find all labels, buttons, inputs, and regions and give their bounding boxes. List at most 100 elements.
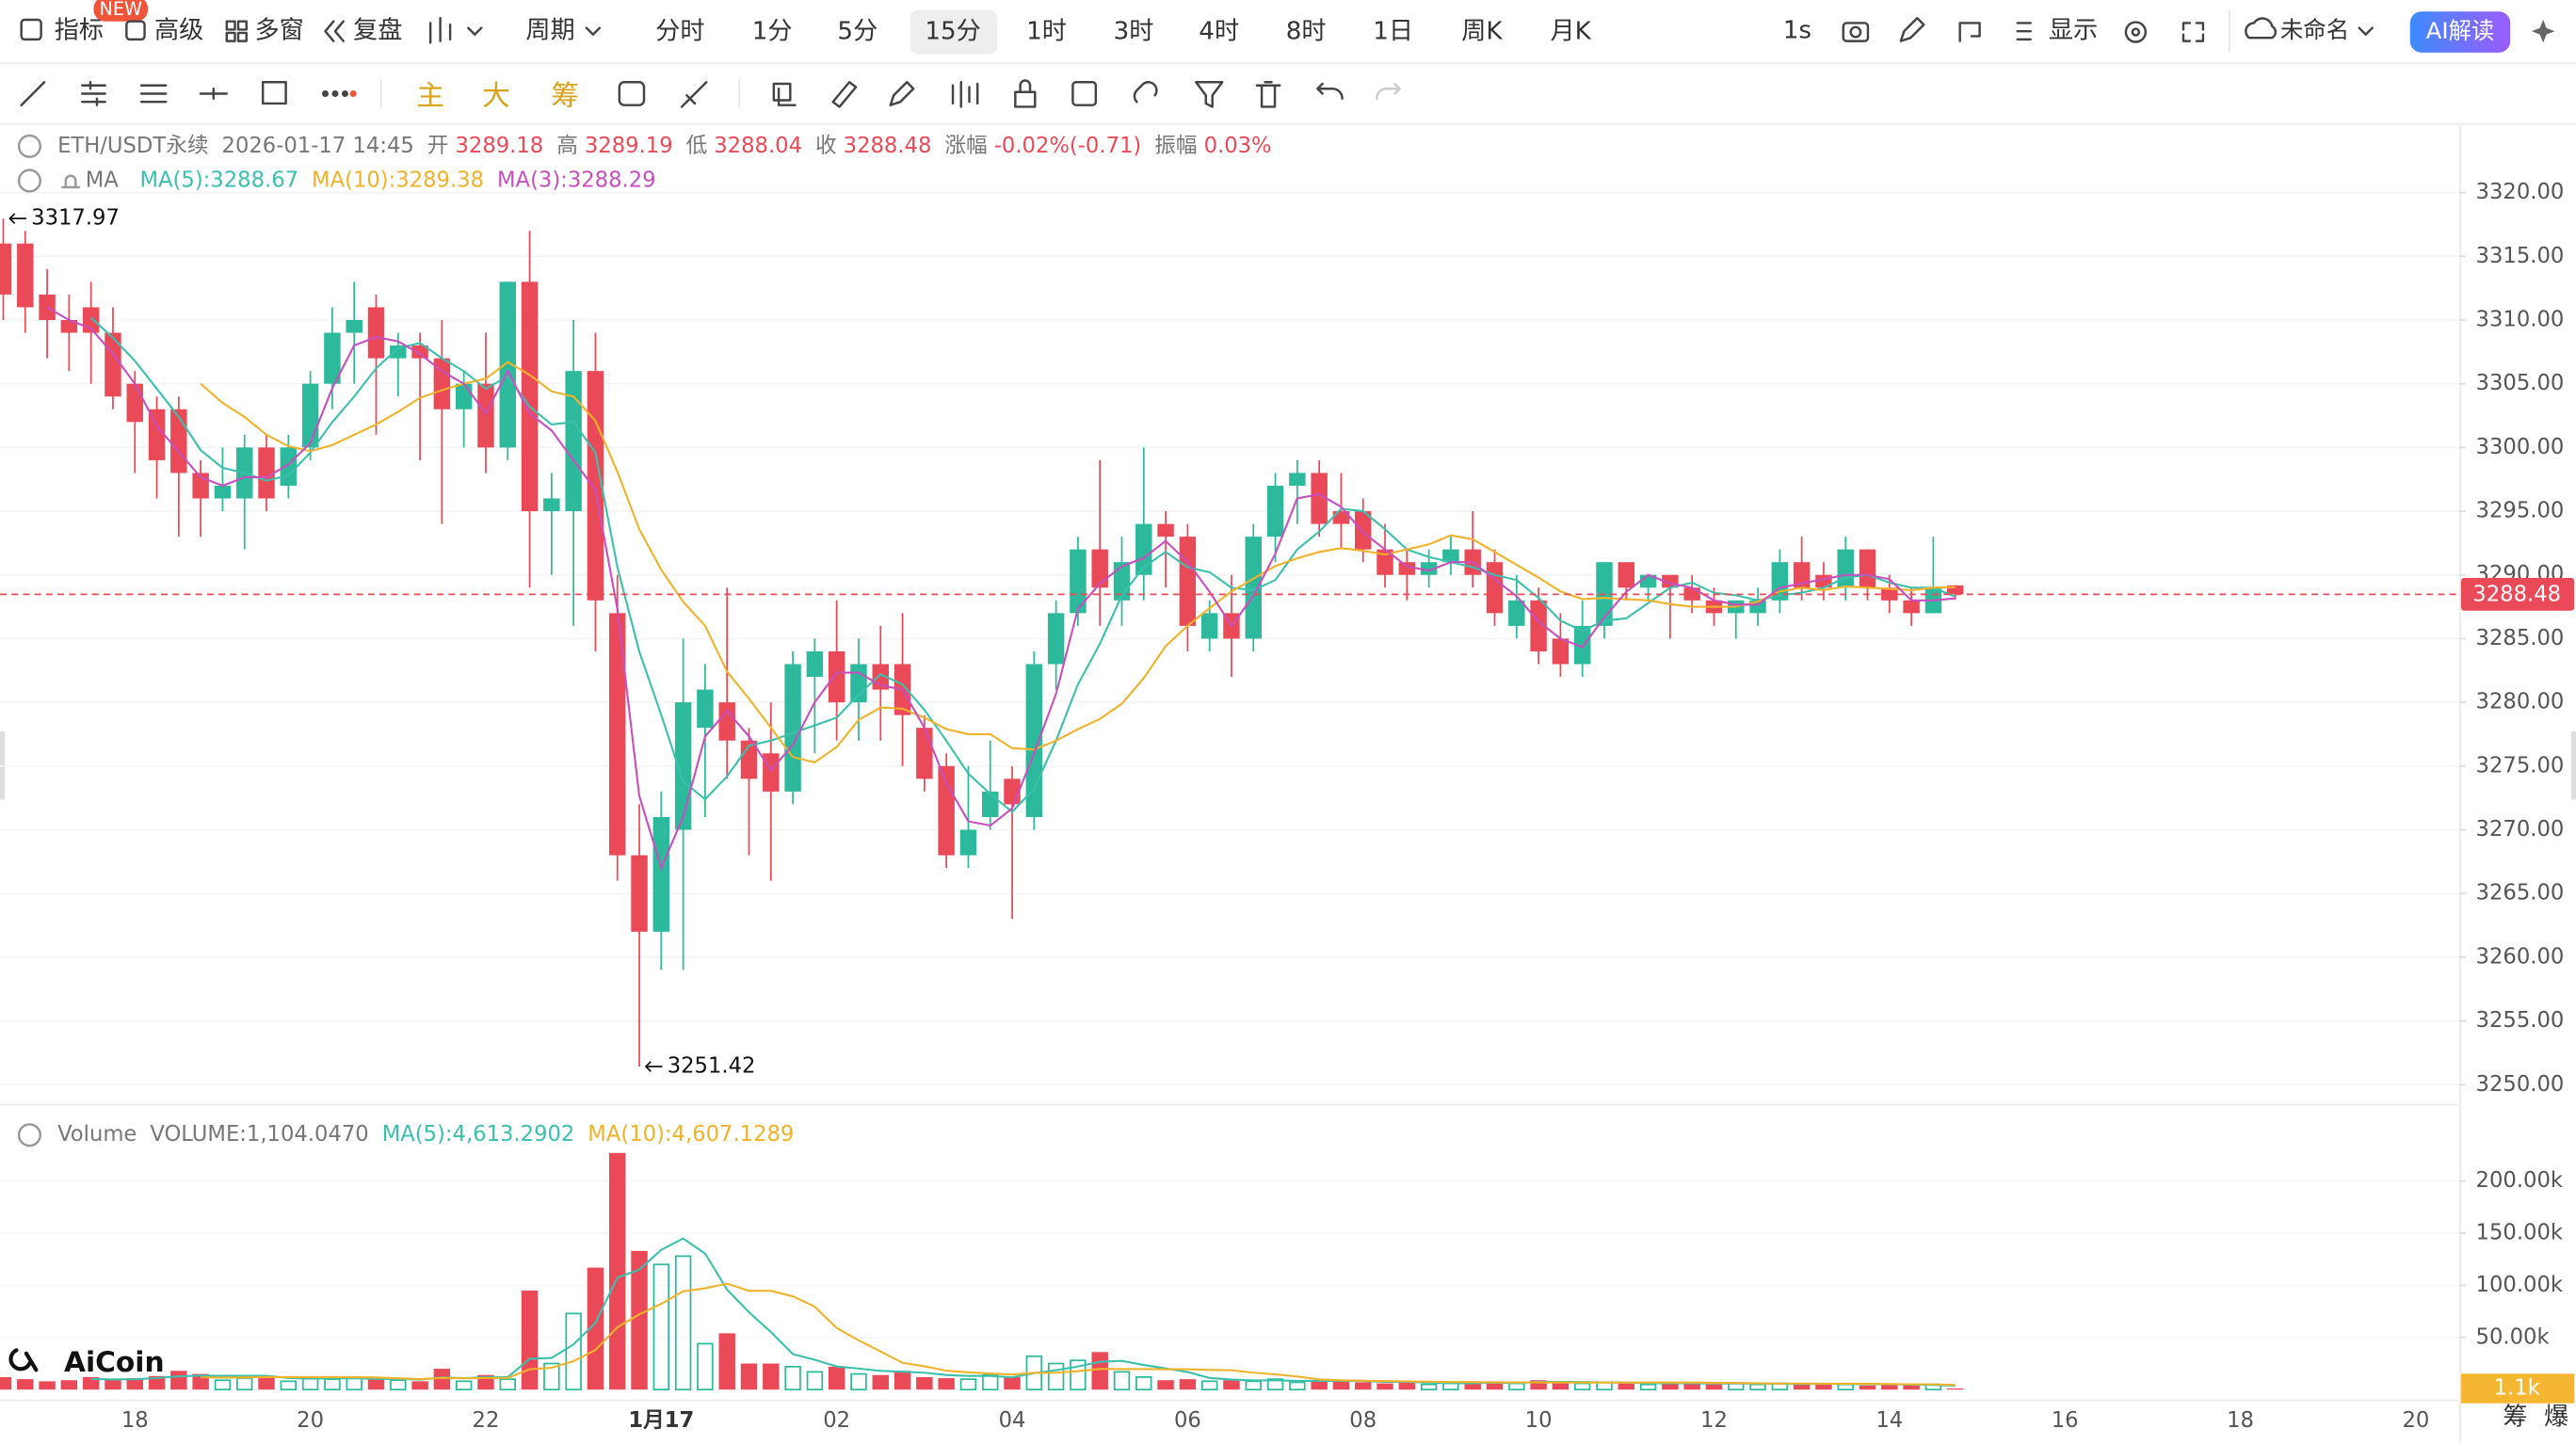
pen-tool[interactable] [889,81,915,106]
change-label: 涨幅 [944,134,987,158]
filter-tool[interactable] [1195,81,1224,108]
volume-bar [1573,1382,1591,1391]
period-button[interactable]: 周期 [525,17,574,45]
volume-bar [565,1312,582,1391]
volume-title: Volume [57,1122,137,1147]
parallel-tool[interactable] [81,81,106,106]
volume-bar [1245,1380,1262,1391]
main-force-tool[interactable]: 主 [416,78,444,111]
interval-tab[interactable]: 1分 [752,18,793,46]
interval-tab[interactable]: 8时 [1286,18,1327,46]
candle-body [1508,600,1525,626]
current-price-label: 3288.48 [2472,583,2561,607]
candle-body [1091,549,1108,588]
interval-tab[interactable]: 3时 [1114,18,1154,46]
ma-legend: MA(3):3288.29 [497,168,656,192]
alert-icon[interactable] [61,174,80,189]
candle-body [301,383,319,448]
volume-bar [1749,1383,1766,1391]
right-panel-handle[interactable] [2570,730,2576,800]
delete-tool[interactable] [1255,81,1281,108]
volume-bar [806,1371,824,1391]
y-tick-label: 3305.00 [2476,371,2565,395]
sync-tool[interactable] [618,81,646,106]
multi-window-button[interactable]: 多窗 [254,17,303,45]
copy-tool[interactable] [772,82,797,106]
interval-tab[interactable]: 月K [1550,18,1591,46]
edit-tool[interactable] [1071,81,1098,106]
interval-tab[interactable]: 1日 [1373,18,1413,46]
trendline-tool[interactable] [20,81,46,106]
volume-bar [850,1372,867,1391]
replay-button[interactable]: 复盘 [353,17,402,45]
more-tool[interactable] [322,89,357,97]
magnet-tool[interactable] [1133,81,1158,104]
volume-bar [652,1263,670,1391]
interval-tab[interactable]: 15分 [925,18,980,46]
period-chevron [585,26,602,36]
candle-body [1903,600,1920,614]
x-tick-label: 22 [473,1408,500,1433]
y-tick-label: 3300.00 [2476,435,2565,459]
interval-tab[interactable]: 分时 [655,18,704,46]
volume-bar [894,1371,911,1390]
advanced-button[interactable]: 高级 [154,17,203,45]
collapse-icon[interactable] [17,134,41,158]
volume-tick-label: 100.00k [2476,1273,2564,1297]
interval-tab[interactable]: 4时 [1199,18,1239,46]
camera-icon[interactable] [1842,22,1870,42]
layout-chevron [2358,26,2374,36]
ai-button[interactable]: AI解读 [2426,17,2495,44]
volume-bar [1486,1381,1504,1390]
sparkle-icon[interactable] [2531,19,2555,43]
volume-bar [170,1371,187,1390]
candle-body [214,485,232,499]
collapse-icon[interactable] [17,168,41,193]
fullscreen-icon[interactable] [2182,22,2205,42]
volume-bar [1091,1352,1108,1390]
volume-bar [1113,1371,1131,1391]
draw-icon[interactable] [1899,17,1925,42]
candle-body [1442,549,1459,563]
liquidation-tab[interactable]: 爆 [2544,1403,2568,1431]
interval-tab[interactable]: 周K [1461,18,1503,46]
current-price-tag [2460,577,2575,611]
ai-button-bg[interactable] [2409,11,2511,53]
settings-icon[interactable] [2124,21,2148,43]
candle-body [1135,523,1152,575]
speed-button[interactable]: 1s [1783,17,1811,45]
layout-name[interactable]: 未命名 [2280,16,2349,43]
candle-body [1157,523,1174,537]
candle-body [652,816,670,932]
fib-tool[interactable] [139,84,168,104]
ruler-tool[interactable] [831,81,858,108]
big-order-tool[interactable]: 大 [482,78,510,111]
rect-tool[interactable] [261,81,287,105]
chips-tab[interactable]: 筹 [2503,1403,2527,1431]
candle-body [609,613,626,856]
interval-tab[interactable]: 1时 [1026,18,1067,46]
redo-tool [1376,82,1401,100]
volume-bar [1135,1376,1152,1391]
chart-type-icon[interactable] [428,17,452,44]
candle-body [148,409,166,460]
candle-tool[interactable] [951,81,979,108]
collapse-icon[interactable] [17,1123,41,1147]
measure-tool[interactable] [680,81,708,108]
indicators-button[interactable]: 指标 [55,17,104,45]
volume-bar [1047,1362,1065,1391]
chips-tool[interactable]: 筹 [551,78,579,111]
candle-body [499,281,516,448]
layout-icon[interactable] [1958,22,1981,42]
lock-tool[interactable] [1014,79,1037,108]
y-tick-label: 3260.00 [2476,944,2565,969]
volume-ma-line [201,1282,1956,1387]
candle-body [170,409,187,473]
candle-body [0,243,12,295]
interval-tab[interactable]: 5分 [837,18,877,46]
hline-tool[interactable] [199,88,229,100]
display-button[interactable]: 显示 [2049,17,2098,45]
close-value: 3288.48 [844,134,932,158]
cloud-icon [2245,17,2277,40]
undo-tool[interactable] [1316,82,1344,100]
